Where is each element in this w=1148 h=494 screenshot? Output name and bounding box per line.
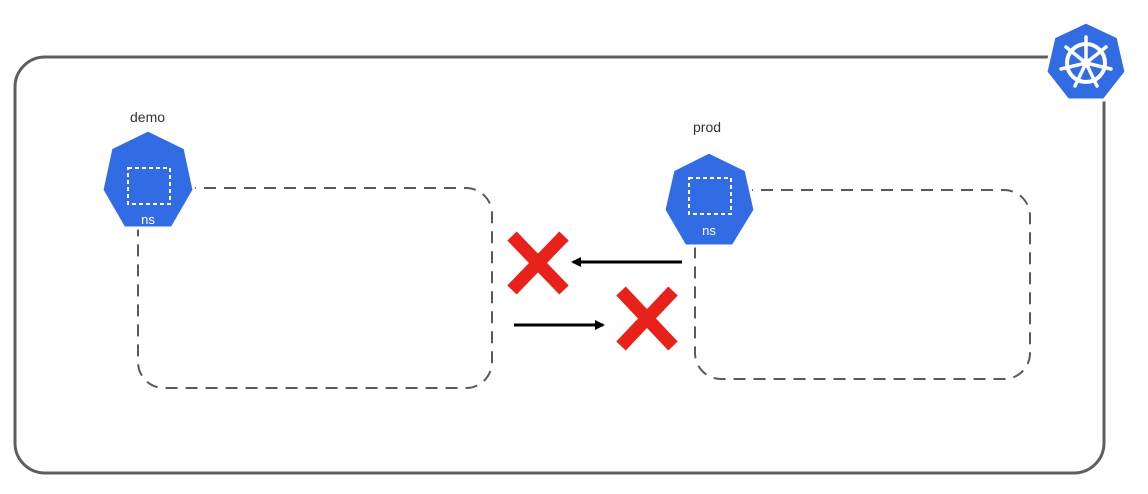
namespace-label-prod: prod xyxy=(693,119,721,135)
namespace-area-demo xyxy=(137,187,493,389)
kubernetes-helm-icon xyxy=(1044,20,1128,102)
namespace-icon-demo: ns xyxy=(100,128,196,230)
namespace-area-prod xyxy=(694,189,1031,380)
namespace-icon-prod: ns xyxy=(662,150,757,248)
namespace-label-demo: demo xyxy=(130,109,165,125)
namespace-icon-text-demo: ns xyxy=(141,212,155,227)
x-icon xyxy=(616,286,678,351)
cluster-boundary xyxy=(13,55,1106,475)
namespace-icon-text-prod: ns xyxy=(702,223,716,238)
x-icon xyxy=(507,231,569,295)
